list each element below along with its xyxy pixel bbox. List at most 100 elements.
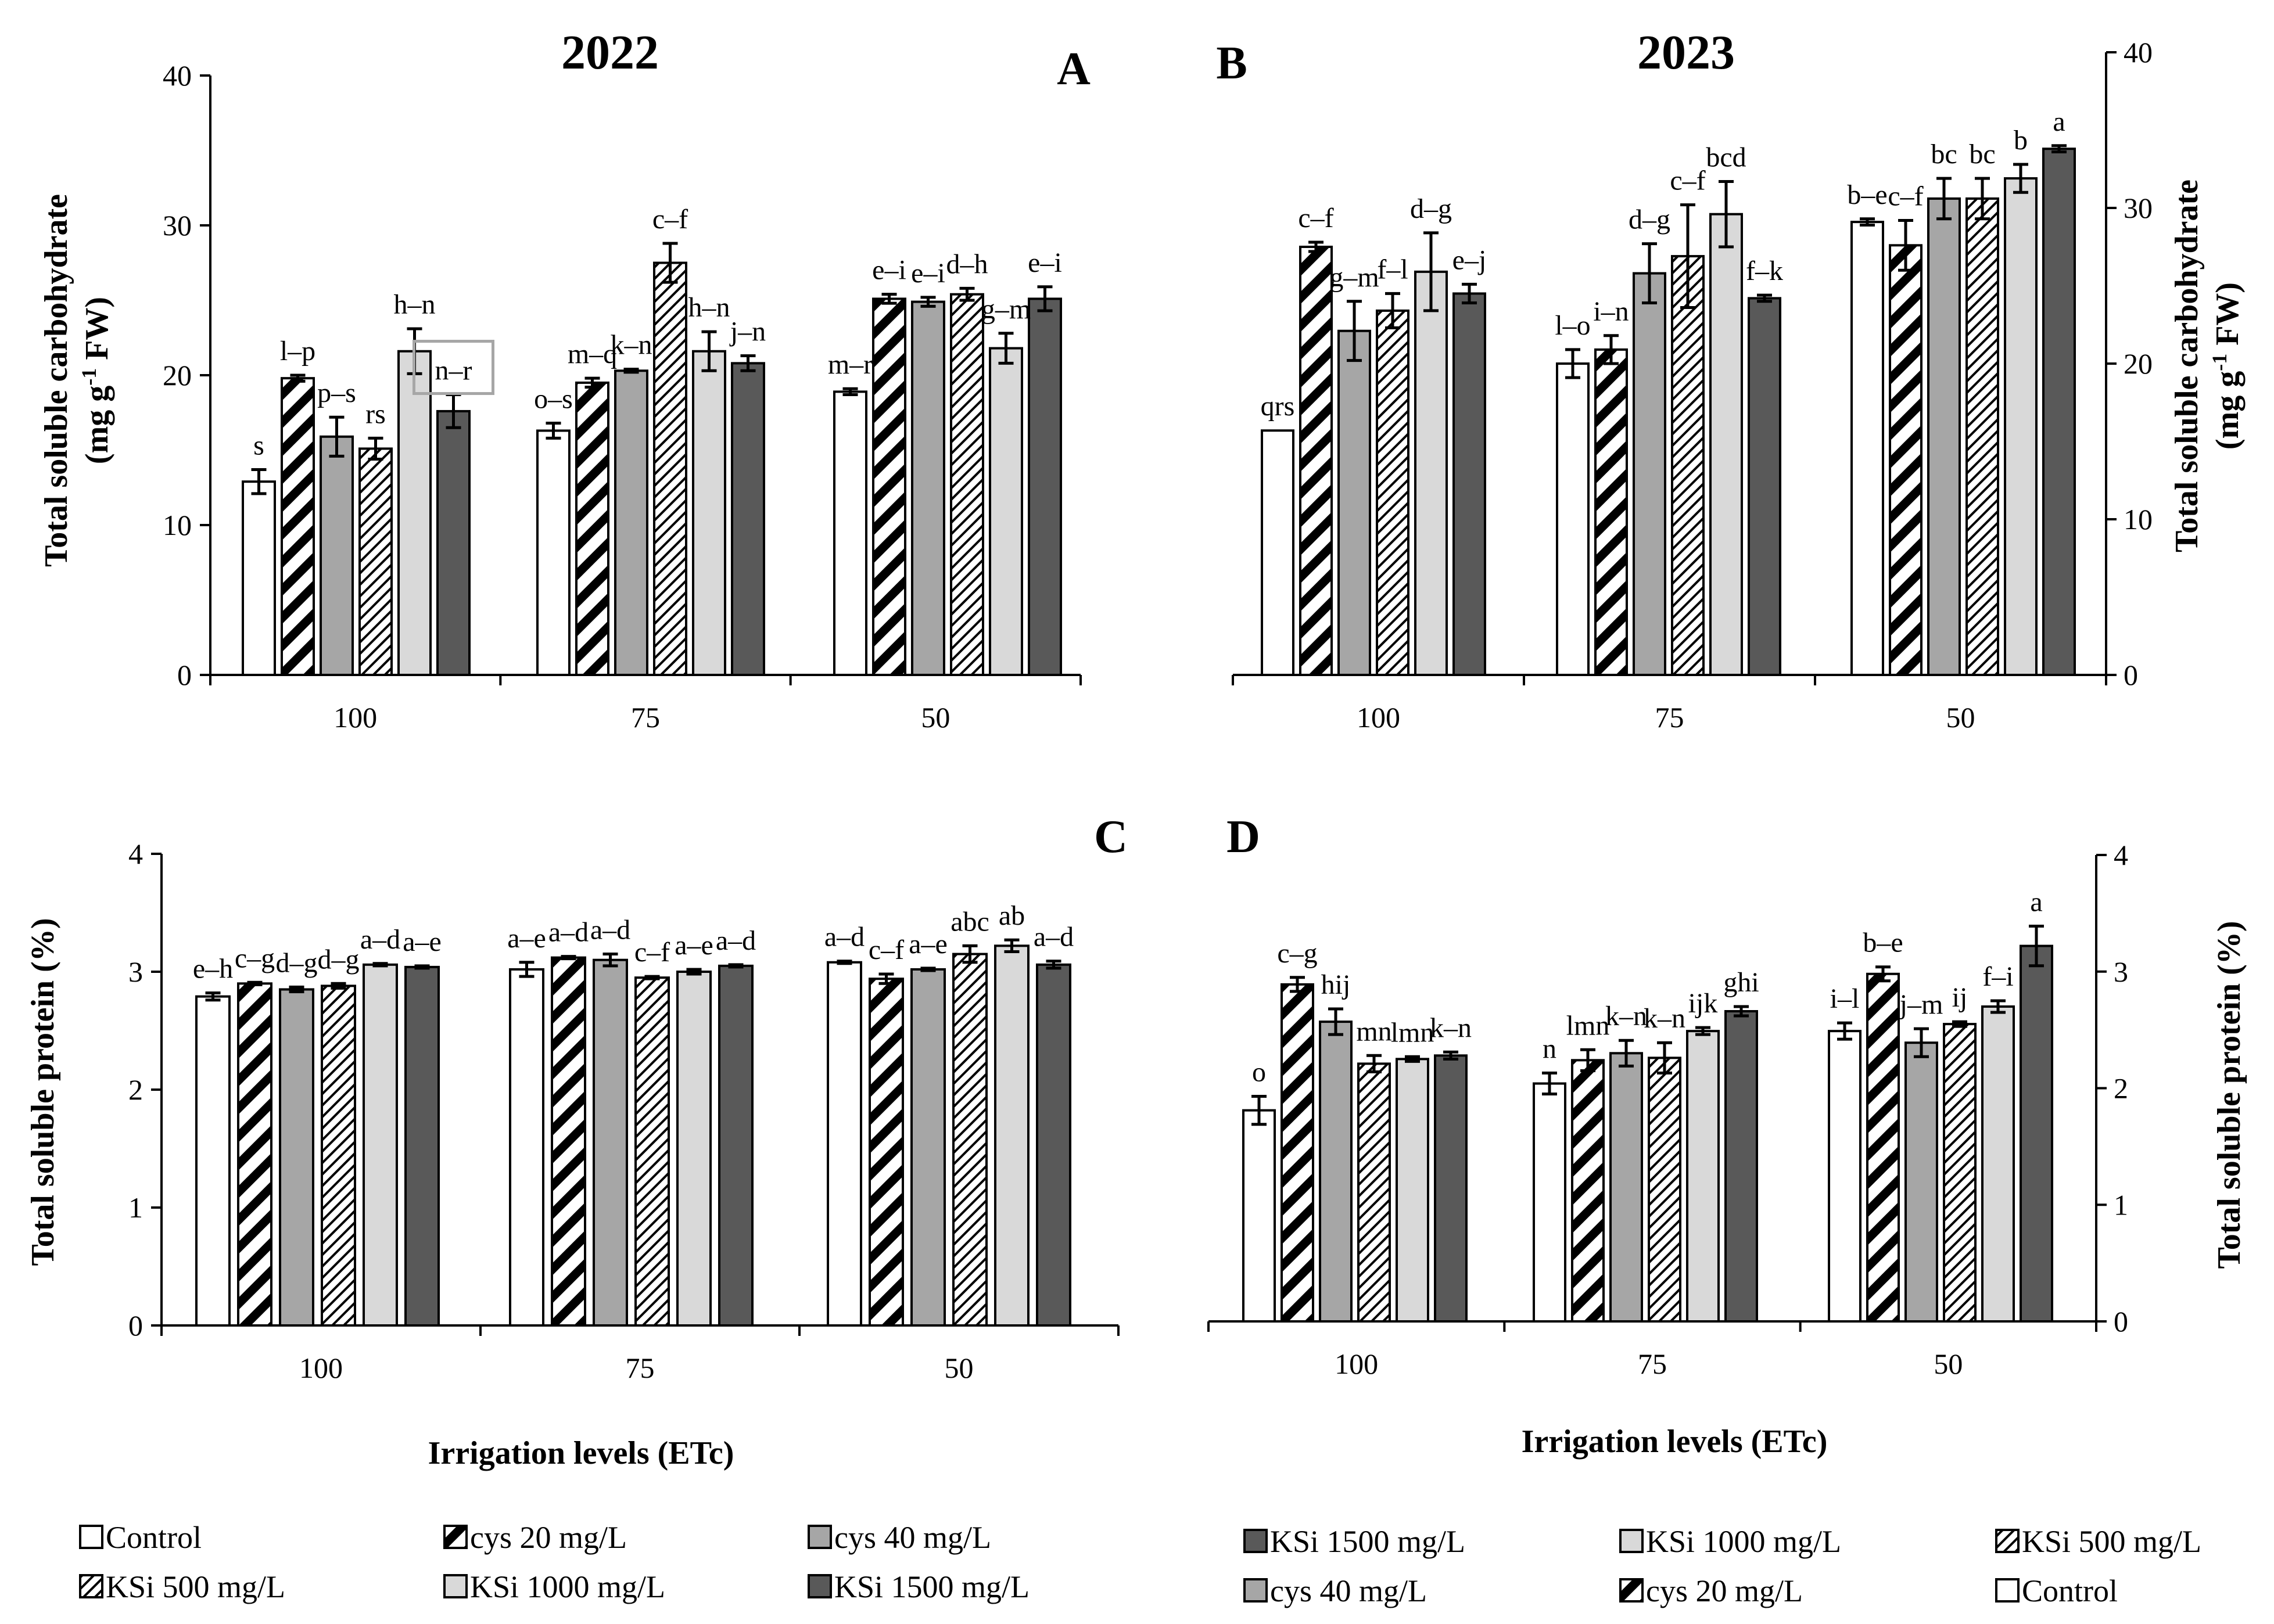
panel-a-ytick-label: 30 <box>163 209 192 242</box>
panel-b-bar-ksi-500-mg-l-100 <box>1376 309 1409 676</box>
panel-a-sig-letter-ksi-1000-mg-l-50: g–m <box>981 294 1031 325</box>
panel-c-bar-cys-20-mg-l-100 <box>237 982 272 1327</box>
panel-c-errorbar-control-50 <box>837 960 852 965</box>
legend-right-label-cys-20-mg-l: cys 20 mg/L <box>1646 1573 1803 1608</box>
panel-d-errorbar-ksi-1500-mg-l-50 <box>2029 924 2044 968</box>
panel-b-bar-cys-40-mg-l-100 <box>1337 329 1371 676</box>
panel-b-sig-letter-ksi-500-mg-l-50: bc <box>1969 139 1995 170</box>
panel-b-ytick-label: 10 <box>2124 503 2153 536</box>
panel-c-category-label-50: 50 <box>945 1352 974 1384</box>
panel-d-errorbar-ksi-500-mg-l-75 <box>1657 1041 1672 1075</box>
panel-b-category-label-50: 50 <box>1946 701 1975 734</box>
legend-left-swatch-ksi-1000-mg-l <box>443 1574 468 1598</box>
panel-c-errorbar-cys-20-mg-l-75 <box>561 955 576 961</box>
panel-c-errorbar-cys-40-mg-l-100 <box>289 985 304 994</box>
panel-a-bar-ksi-1500-mg-l-100 <box>436 409 471 676</box>
panel-b-title: 2023 <box>1637 26 1735 80</box>
panel-b-sig-letter-cys-20-mg-l-75: i–n <box>1593 296 1629 327</box>
panel-b-sig-letter-control-100: qrs <box>1261 391 1295 422</box>
panel-b-sig-letter-ksi-1000-mg-l-75: bcd <box>1706 142 1746 173</box>
panel-d-sig-letter-ksi-500-mg-l-100: mn <box>1356 1016 1391 1047</box>
panel-d-sig-letter-cys-40-mg-l-50: j–m <box>1899 989 1943 1020</box>
panel-c-xlabel: Irrigation levels (ETc) <box>428 1435 734 1471</box>
panel-d-errorbar-cys-40-mg-l-50 <box>1914 1027 1929 1058</box>
panel-b-bar-ksi-1500-mg-l-75 <box>1748 297 1781 676</box>
panel-d-sig-letter-control-100: o <box>1252 1057 1266 1088</box>
panel-b-bar-ksi-1000-mg-l-75 <box>1709 213 1743 677</box>
panel-d-sig-letter-ksi-500-mg-l-50: ij <box>1952 982 1968 1013</box>
panel-a-sig-letter-ksi-1500-mg-l-75: j–n <box>729 316 766 347</box>
panel-d-bar-cys-40-mg-l-75 <box>1609 1052 1643 1323</box>
panel-b-errorbar-ksi-1000-mg-l-100 <box>1423 231 1439 312</box>
panel-b-errorbar-cys-40-mg-l-75 <box>1642 242 1657 304</box>
panel-d-errorbar-control-75 <box>1542 1071 1557 1096</box>
legend-right-item-control: Control <box>1995 1573 2118 1608</box>
panel-b-bar-control-100 <box>1261 429 1294 676</box>
panel-d-errorbar-ksi-500-mg-l-50 <box>1952 1020 1967 1028</box>
panel-d-bar-control-100 <box>1242 1109 1276 1323</box>
panel-a-sig-letter-ksi-500-mg-l-75: c–f <box>652 204 688 235</box>
panel-a-errorbar-cys-20-mg-l-50 <box>881 293 897 305</box>
panel-a-sig-letter-cys-40-mg-l-100: p–s <box>317 378 356 408</box>
panel-d-errorbar-ksi-1500-mg-l-75 <box>1734 1005 1749 1018</box>
legend-left-swatch-ksi-1500-mg-l <box>808 1574 832 1598</box>
legend-right-item-ksi-1000-mg-l: KSi 1000 mg/L <box>1619 1524 1841 1559</box>
panel-b-ylabel-pre: (mg g <box>2210 371 2246 450</box>
panel-c-category-label-75: 75 <box>626 1352 655 1384</box>
panel-a-errorbar-ksi-1000-mg-l-50 <box>998 332 1014 365</box>
panel-c-bar-ksi-1000-mg-l-50 <box>994 944 1030 1327</box>
panel-c-sig-letter-ksi-1500-mg-l-100: a–e <box>403 926 442 957</box>
panel-c-sig-letter-ksi-1000-mg-l-50: ab <box>999 900 1025 931</box>
panel-c-errorbar-ksi-1000-mg-l-100 <box>372 962 388 968</box>
panel-a-sig-letter-cys-20-mg-l-100: l–p <box>280 336 315 367</box>
panel-b-ytick-label: 20 <box>2124 347 2153 380</box>
panel-a-sig-letter-ksi-1000-mg-l-75: h–n <box>688 292 730 323</box>
panel-b-sig-letter-ksi-1500-mg-l-50: a <box>2053 106 2065 137</box>
panel-d-errorbar-cys-20-mg-l-100 <box>1290 976 1305 993</box>
panel-a-sig-letter-ksi-1500-mg-l-100: n–r <box>435 355 472 386</box>
legend-left-item-cys-40-mg-l: cys 40 mg/L <box>808 1520 991 1555</box>
legend-right-item-ksi-1500-mg-l: KSi 1500 mg/L <box>1243 1524 1465 1559</box>
legend-right-item-ksi-500-mg-l: KSi 500 mg/L <box>1995 1524 2201 1559</box>
legend-left-label-cys-40-mg-l: cys 40 mg/L <box>834 1520 991 1555</box>
panel-c-bar-ksi-1500-mg-l-50 <box>1036 963 1071 1327</box>
panel-b-ytick-label: 30 <box>2124 192 2153 224</box>
panel-c-sig-letter-cys-20-mg-l-75: a–d <box>548 917 589 948</box>
panel-c-bar-ksi-1500-mg-l-75 <box>718 964 754 1327</box>
panel-a-bar-cys-20-mg-l-100 <box>281 377 315 676</box>
panel-c-errorbar-ksi-1500-mg-l-75 <box>728 963 744 969</box>
panel-c-bar-cys-40-mg-l-50 <box>910 968 946 1327</box>
legend-left-item-control: Control <box>79 1520 202 1555</box>
panel-d-ticks: 0 1 2 3 4 100 75 50 <box>1207 839 2128 1380</box>
panel-c-bar-ksi-1000-mg-l-75 <box>676 971 712 1327</box>
panel-a-errorbar-control-100 <box>251 468 267 495</box>
legend-right-swatch-cys-40-mg-l <box>1243 1578 1268 1603</box>
panel-d-xlabel: Irrigation levels (ETc) <box>1522 1424 1828 1460</box>
panel-d-bar-ksi-500-mg-l-50 <box>1943 1023 1977 1323</box>
panel-b-sig-letter-control-75: l–o <box>1555 310 1590 341</box>
panel-b-ylabel-post: FW) <box>2210 282 2246 354</box>
panel-d-sig-letter-ksi-1000-mg-l-75: ijk <box>1688 988 1718 1019</box>
legend-left-swatch-cys-20-mg-l <box>443 1525 468 1549</box>
panel-d-bar-ksi-1500-mg-l-75 <box>1724 1010 1758 1323</box>
panel-d-sig-letter-ksi-1000-mg-l-100: lmn <box>1391 1017 1434 1048</box>
panel-b-sig-letter-control-50: b–e <box>1847 179 1887 210</box>
panel-c-sig-letter-cys-20-mg-l-100: c–g <box>235 943 275 973</box>
panel-c-errorbar-ksi-1000-mg-l-50 <box>1004 938 1020 953</box>
panel-b-labels: qrsl–ob–ec–fi–nc–fg–md–gbcf–lc–fbcd–gbcd… <box>1261 106 2065 422</box>
legend-left-item-cys-20-mg-l: cys 20 mg/L <box>443 1520 627 1555</box>
panel-b-bar-cys-40-mg-l-50 <box>1927 197 1961 677</box>
panel-a-errorbar-cys-20-mg-l-100 <box>290 373 306 383</box>
panel-d-sig-letter-ksi-1500-mg-l-100: k–n <box>1430 1012 1472 1043</box>
panel-c-errorbar-ksi-1000-mg-l-75 <box>686 968 702 976</box>
legend-right-label-control: Control <box>2022 1573 2118 1608</box>
panel-a-errorbar-cys-40-mg-l-75 <box>623 368 639 374</box>
panel-d-bar-cys-20-mg-l-75 <box>1571 1059 1605 1323</box>
panel-b-bars <box>1261 144 2076 677</box>
panel-b-sig-letter-cys-40-mg-l-100: g–m <box>1329 262 1379 293</box>
panel-a-ylabel-sup: -1 <box>77 368 101 386</box>
panel-d-bar-cys-20-mg-l-100 <box>1281 983 1314 1323</box>
panel-d-errorbar-control-100 <box>1251 1095 1267 1126</box>
